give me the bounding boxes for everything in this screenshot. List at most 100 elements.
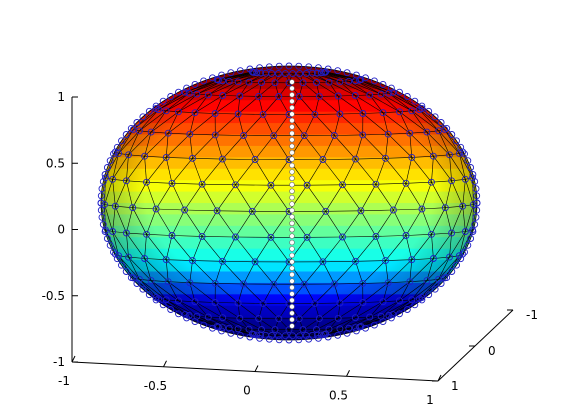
vertex-marker <box>152 102 160 110</box>
mesh-edge <box>165 133 169 158</box>
mesh-edge <box>171 183 203 185</box>
mesh-edge <box>126 232 145 259</box>
seam-dot <box>289 143 295 149</box>
mesh-edge <box>208 316 239 330</box>
mesh-edge <box>369 94 400 113</box>
mesh-edge <box>201 210 218 237</box>
mesh-edge <box>243 283 264 304</box>
mesh-edge <box>273 261 290 285</box>
mesh-edge <box>146 182 157 210</box>
vertex-marker <box>352 327 360 335</box>
mesh-edge <box>375 184 394 211</box>
vertex-marker <box>423 128 431 136</box>
vertex-marker <box>111 250 119 258</box>
seam-dot <box>289 284 295 291</box>
vertex-marker <box>467 235 475 242</box>
mesh-edge <box>165 259 191 283</box>
mesh-edge <box>465 179 474 205</box>
vertex-marker <box>382 154 389 162</box>
mesh-edge <box>411 279 439 301</box>
vertex-marker <box>281 70 289 78</box>
mesh-edge <box>399 281 411 301</box>
mesh-edge <box>262 96 280 115</box>
vertex-marker <box>191 80 199 88</box>
x-tick-label: 0 <box>243 384 251 398</box>
vertex-marker <box>109 228 117 235</box>
vertex-marker <box>236 331 244 339</box>
ellipsoid-surface <box>97 62 481 344</box>
mesh-edge <box>438 256 450 280</box>
vertex-marker <box>396 297 403 305</box>
mesh-edge <box>355 316 382 328</box>
vertex-marker <box>250 68 258 76</box>
vertex-marker <box>111 202 119 210</box>
mesh-edge <box>178 300 198 317</box>
seam-markers <box>289 79 295 329</box>
vertex-marker <box>240 132 248 139</box>
mesh-edge <box>150 280 167 300</box>
z-tick-label: 1 <box>57 90 65 104</box>
mesh-edge <box>355 158 386 160</box>
vertex-marker <box>471 220 479 228</box>
mesh-edge <box>316 82 320 97</box>
vertex-marker <box>428 178 435 186</box>
vertex-marker <box>152 296 160 304</box>
mesh-edge <box>214 302 240 319</box>
vertex-marker <box>461 228 469 235</box>
mesh-edge <box>409 259 413 282</box>
vertex-marker <box>343 329 351 337</box>
vertex-marker <box>295 62 303 70</box>
mesh-edge <box>362 282 389 303</box>
vertex-marker <box>366 313 374 321</box>
mesh-edge <box>433 232 452 259</box>
z-tick-label: -1 <box>53 355 65 369</box>
mesh-edge <box>360 209 394 212</box>
vertex-marker <box>164 278 172 286</box>
vertex-marker <box>122 131 130 138</box>
vertex-marker <box>299 326 307 334</box>
mesh-edge <box>258 82 276 97</box>
mesh-edge <box>254 159 272 186</box>
mesh-edge <box>189 92 197 95</box>
mesh-edge <box>252 185 272 212</box>
mesh-edge <box>419 279 439 299</box>
vertex-marker <box>246 65 254 73</box>
mesh-edge <box>252 211 272 238</box>
mesh-edge <box>270 237 290 263</box>
vertex-marker <box>366 91 374 99</box>
mesh-edge <box>229 81 239 83</box>
mesh-edge <box>273 135 290 160</box>
mesh-edge <box>146 234 167 260</box>
mesh-edge <box>369 93 382 96</box>
mesh-edge <box>139 279 167 301</box>
mesh-edge <box>184 209 203 237</box>
seam-dot <box>289 124 295 130</box>
mesh-edge <box>328 317 356 330</box>
vertex-marker <box>275 62 283 70</box>
mesh-edge <box>126 154 129 181</box>
seam-dot <box>289 220 295 227</box>
vertex-marker <box>389 206 397 214</box>
vertex-marker <box>408 296 416 304</box>
mesh-edge <box>105 229 113 232</box>
mesh-edge <box>342 236 376 238</box>
mesh-edge <box>222 261 244 285</box>
vertex-marker <box>281 332 289 340</box>
mesh-edge <box>449 231 466 258</box>
vertex-marker <box>113 255 121 263</box>
mesh-edge <box>215 302 239 304</box>
vertex-marker <box>186 130 194 138</box>
vertex-marker <box>453 261 460 269</box>
vertex-marker <box>183 314 191 322</box>
mesh-edge <box>426 130 439 133</box>
mesh-edge <box>222 317 250 330</box>
mesh-edge <box>306 211 326 238</box>
vertex-marker <box>379 318 387 326</box>
mesh-edge <box>238 72 266 83</box>
mesh-edge <box>178 300 209 318</box>
mesh-edge <box>292 73 304 83</box>
vertex-marker <box>406 129 414 137</box>
mesh-edge <box>171 183 185 211</box>
mesh-edge <box>316 318 320 330</box>
